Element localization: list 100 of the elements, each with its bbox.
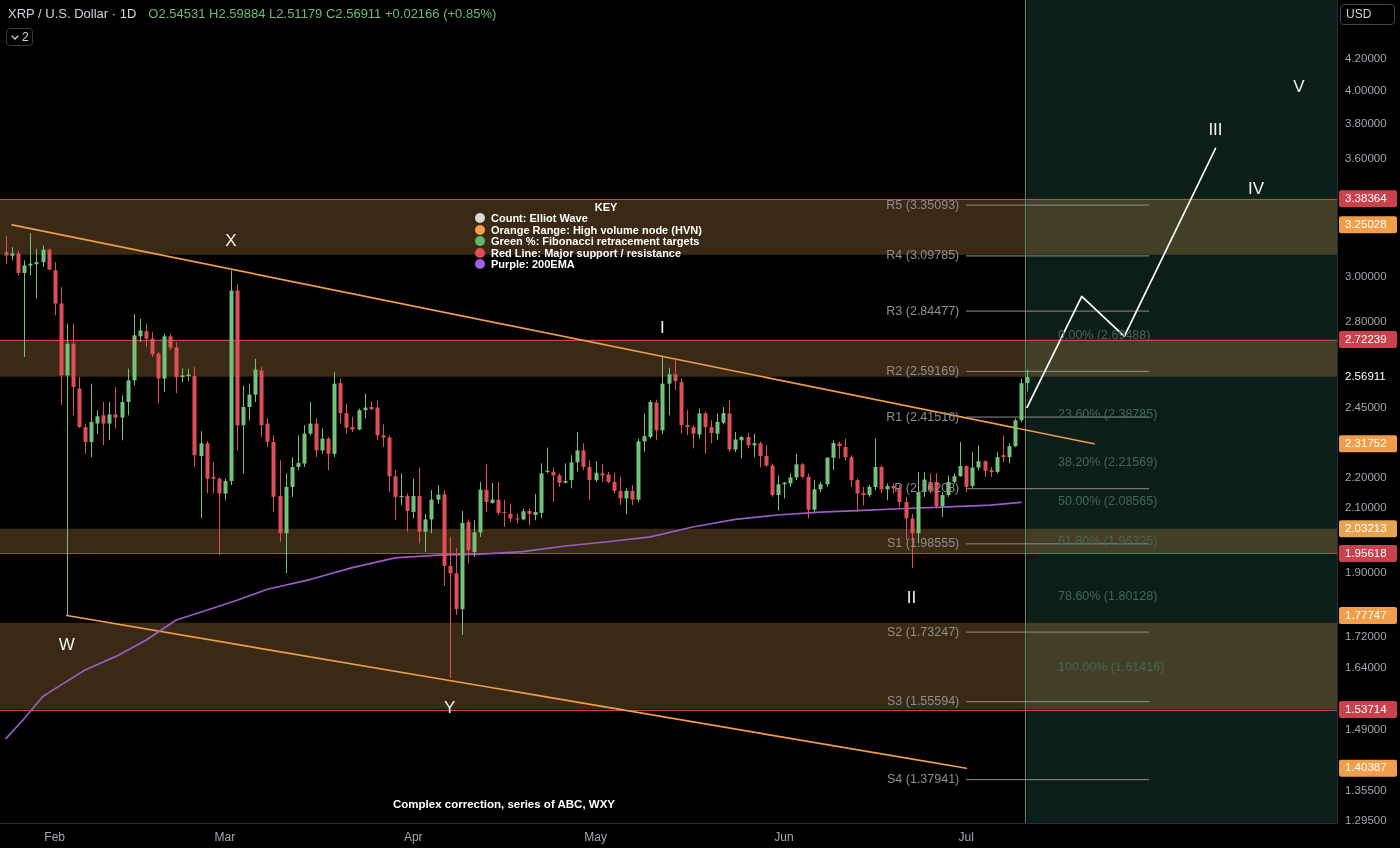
series-label: R5 (3.35093) bbox=[886, 197, 960, 212]
series-label: R2 (2.59169) bbox=[886, 363, 960, 378]
candlestick bbox=[120, 394, 125, 441]
candlestick bbox=[976, 444, 981, 471]
candlestick bbox=[363, 393, 368, 419]
y-tick-label: 1.40387 bbox=[1345, 761, 1387, 774]
collapse-button: 2 bbox=[6, 28, 33, 46]
candlestick bbox=[958, 441, 963, 478]
candlestick bbox=[472, 519, 477, 558]
candlestick bbox=[4, 235, 9, 265]
annotation: I bbox=[660, 317, 665, 337]
candlestick bbox=[667, 367, 672, 416]
candlestick bbox=[709, 419, 714, 444]
candlestick bbox=[436, 484, 441, 505]
candlestick bbox=[594, 460, 599, 483]
candlestick bbox=[1007, 442, 1012, 464]
candlestick bbox=[843, 438, 848, 461]
x-tick-label: Jul bbox=[958, 829, 974, 844]
y-tick-label: 1.90000 bbox=[1345, 565, 1387, 578]
annotation: 38.20% (2.21569) bbox=[1058, 454, 1158, 470]
candlestick bbox=[1025, 369, 1030, 393]
x-tick-label: Mar bbox=[214, 829, 236, 844]
annotation: Orange Range: High volume node (HVN) bbox=[491, 223, 702, 236]
unit-button: USD bbox=[1340, 4, 1395, 25]
candlestick bbox=[703, 411, 708, 455]
candlestick bbox=[308, 401, 313, 436]
candlestick bbox=[794, 453, 799, 481]
candlestick bbox=[241, 384, 246, 474]
annotation: 78.60% (1.80128) bbox=[1058, 588, 1158, 604]
y-tick-label: 3.80000 bbox=[1345, 116, 1387, 129]
x-tick-label: May bbox=[584, 829, 607, 844]
text: 2.56911 bbox=[1345, 370, 1386, 383]
candlestick bbox=[296, 434, 301, 471]
candlestick bbox=[697, 408, 702, 440]
text: O2.54531 H2.59884 L2.51179 C2.56911 +0.02166 (+0.85%) bbox=[148, 6, 497, 21]
x-tick-label: Jun bbox=[774, 829, 794, 844]
series-label: R3 (2.84477) bbox=[886, 303, 960, 318]
y-tick-label: 4.20000 bbox=[1345, 52, 1387, 65]
candlestick bbox=[618, 476, 623, 506]
candlestick bbox=[41, 245, 46, 268]
candlestick bbox=[484, 463, 489, 513]
series-label: S2 (1.73247) bbox=[887, 624, 960, 639]
candlestick bbox=[685, 409, 690, 436]
annotation: Green %: Fibonacci retracement targets bbox=[491, 235, 700, 247]
y-tick-label: 4.00000 bbox=[1345, 83, 1387, 96]
annotation: II bbox=[906, 587, 917, 607]
candlestick bbox=[393, 469, 398, 521]
y-tick-label: 1.72000 bbox=[1345, 629, 1387, 642]
candlestick bbox=[107, 401, 112, 441]
series-label: R4 (3.09785) bbox=[886, 248, 960, 263]
annotation: X bbox=[225, 231, 237, 251]
candlestick bbox=[831, 439, 836, 471]
candlestick bbox=[399, 472, 404, 506]
band-label: 2.03213 bbox=[1345, 522, 1387, 535]
candlestick bbox=[630, 484, 635, 506]
annotation: Purple: 200EMA bbox=[491, 258, 575, 270]
x-tick-label: Feb bbox=[44, 829, 66, 844]
annotation: IV bbox=[1247, 179, 1265, 199]
candlestick bbox=[764, 444, 769, 468]
candlestick bbox=[199, 430, 204, 519]
candlestick bbox=[581, 442, 586, 471]
y-tick-label: 1.77747 bbox=[1345, 608, 1387, 621]
candlestick bbox=[545, 447, 550, 474]
y-tick-label: 1.64000 bbox=[1345, 660, 1387, 673]
candlestick bbox=[101, 401, 106, 446]
y-tick-label: 2.45000 bbox=[1345, 400, 1387, 413]
candlestick bbox=[964, 465, 969, 493]
candlestick bbox=[1001, 434, 1006, 463]
candlestick bbox=[320, 427, 325, 455]
ref-line-label: 3.38364 bbox=[1345, 191, 1388, 204]
candlestick bbox=[411, 478, 416, 519]
candlestick bbox=[150, 331, 155, 358]
y-tick-label: 2.31752 bbox=[1345, 436, 1387, 449]
candlestick bbox=[812, 479, 817, 513]
annotation: 50.00% (2.08565) bbox=[1058, 493, 1158, 509]
ref-line-label: 1.95618 bbox=[1345, 546, 1387, 559]
candlestick bbox=[758, 441, 763, 469]
candlestick bbox=[873, 438, 878, 491]
candlestick bbox=[144, 323, 149, 348]
y-tick-label: 2.80000 bbox=[1345, 314, 1387, 327]
ref-line-label: 1.53714 bbox=[1345, 702, 1388, 715]
candlestick bbox=[569, 454, 574, 489]
candlestick bbox=[126, 368, 131, 416]
candlestick bbox=[995, 451, 1000, 474]
candlestick bbox=[575, 431, 580, 473]
candlestick bbox=[83, 423, 88, 455]
candlestick bbox=[65, 323, 70, 617]
candlestick bbox=[405, 493, 410, 533]
annotation: Red Line: Major support / resistance bbox=[491, 246, 682, 259]
candlestick bbox=[849, 454, 854, 488]
candlestick bbox=[970, 451, 975, 489]
annotation: KEY bbox=[594, 201, 618, 213]
text: XRP / U.S. Dollar · 1D bbox=[8, 6, 137, 21]
candlestick bbox=[34, 248, 39, 300]
series-label: S4 (1.37941) bbox=[887, 772, 960, 787]
annotation: Count: Elliot Wave bbox=[491, 212, 588, 224]
candlestick bbox=[223, 478, 228, 501]
y-tick-label: 2.10000 bbox=[1345, 500, 1387, 513]
y-tick-label: 3.00000 bbox=[1345, 269, 1387, 282]
candlestick bbox=[551, 467, 556, 503]
